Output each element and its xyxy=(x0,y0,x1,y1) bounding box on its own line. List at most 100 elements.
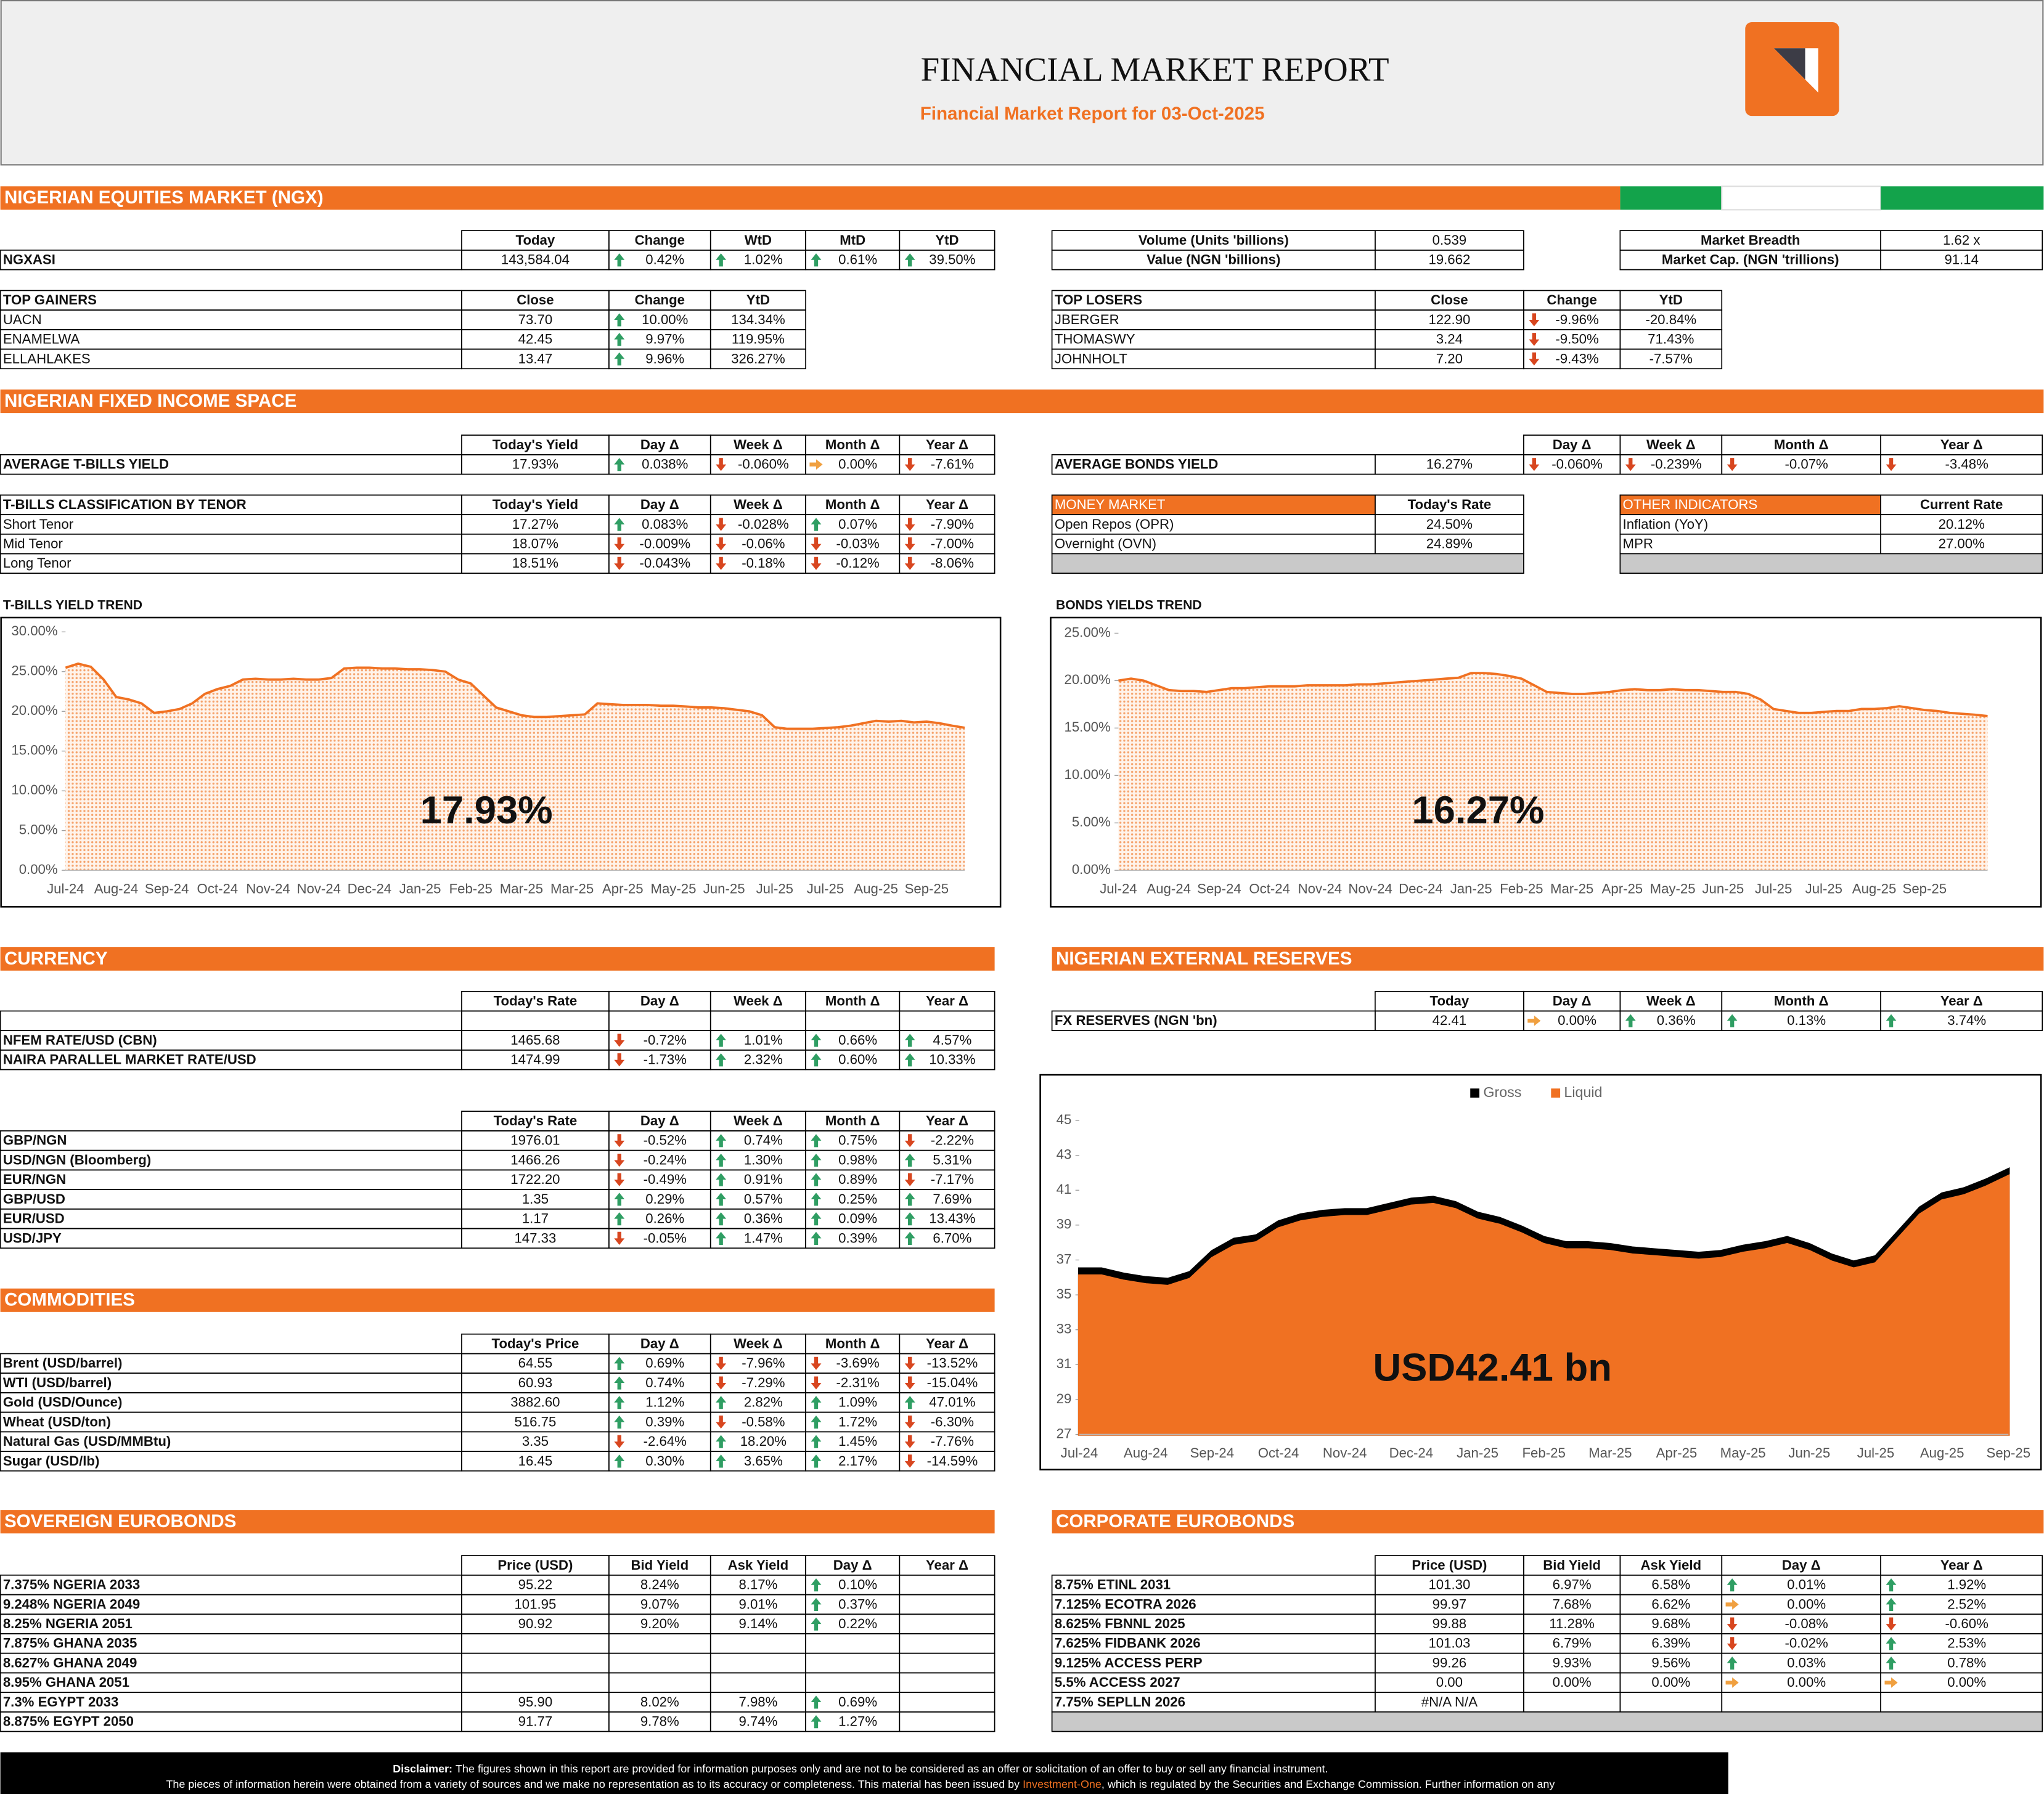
arrow-icon xyxy=(716,1034,727,1047)
table-value: 122.90 xyxy=(1428,312,1470,327)
x-tick-label: Nov-24 xyxy=(1323,1445,1367,1461)
row-label: Value (NGN 'billions) xyxy=(1147,252,1280,267)
table-value: 0.61% xyxy=(838,252,877,267)
table-cell xyxy=(1880,1010,2043,1032)
chart-frame xyxy=(0,616,1002,908)
arrow-icon xyxy=(811,1376,822,1390)
table-header: Day Δ xyxy=(1553,993,1592,1009)
row-label: Inflation (YoY) xyxy=(1623,516,1709,532)
x-tick-label: Sep-24 xyxy=(1197,881,1241,897)
table-value: 1.30% xyxy=(744,1152,783,1167)
table-value: 42.45 xyxy=(518,332,553,347)
table-value: -7.76% xyxy=(931,1433,974,1449)
table-value: 7.98% xyxy=(738,1694,777,1710)
arrow-icon xyxy=(811,1578,822,1592)
legend-label: Gross xyxy=(1483,1084,1521,1100)
table-filler xyxy=(1051,1711,2043,1732)
table-header: Today's Price xyxy=(492,1336,579,1352)
table-value: -0.07% xyxy=(1784,457,1828,472)
table-header: Year Δ xyxy=(926,497,968,512)
table-value: -15.04% xyxy=(927,1375,978,1390)
table-value: 99.88 xyxy=(1433,1616,1467,1631)
disclaimer-link[interactable]: Investment-One xyxy=(1023,1778,1102,1790)
table-cell xyxy=(709,348,806,370)
y-tick-label: 0.00% xyxy=(1072,862,1111,877)
arrow-icon xyxy=(1529,458,1540,471)
table-value: 1.62 x xyxy=(1943,232,1980,248)
table-value: 17.27% xyxy=(512,516,558,532)
row-label: 7.3% EGYPT 2033 xyxy=(3,1694,118,1710)
y-tick-label: 27 xyxy=(1057,1425,1072,1441)
y-tick-label: 29 xyxy=(1057,1391,1072,1406)
table-value: 101.95 xyxy=(514,1596,556,1612)
y-tick-label: 5.00% xyxy=(19,822,58,838)
row-label: Natural Gas (USD/MMBtu) xyxy=(3,1433,171,1449)
arrow-icon xyxy=(904,518,915,531)
arrow-icon xyxy=(614,1356,625,1370)
table-header: Month Δ xyxy=(825,993,880,1009)
table-header: Day Δ xyxy=(640,1113,679,1128)
flag-green xyxy=(1881,186,2044,210)
flag-green xyxy=(1620,186,1722,210)
table-value: 9.01% xyxy=(738,1596,777,1612)
table-value: 0.75% xyxy=(838,1133,877,1148)
y-tick-label: 33 xyxy=(1057,1321,1072,1337)
table-value: 0.10% xyxy=(838,1577,877,1592)
section-title: SOVEREIGN EUROBONDS xyxy=(4,1511,236,1531)
row-label: 8.625% FBNNL 2025 xyxy=(1055,1616,1185,1631)
table-value: -0.60% xyxy=(1945,1616,1989,1631)
table-value: 9.96% xyxy=(645,351,684,366)
table-value: 16.27% xyxy=(1426,457,1473,472)
table-header: Today's Rate xyxy=(1408,497,1492,512)
table-cell xyxy=(899,454,995,475)
row-label: USD/JPY xyxy=(3,1230,62,1246)
arrow-icon xyxy=(904,1134,915,1148)
arrow-icon xyxy=(811,1134,822,1148)
x-tick-label: Mar-25 xyxy=(1550,881,1593,897)
table-header: Year Δ xyxy=(926,437,968,452)
table-value: 99.97 xyxy=(1433,1596,1467,1612)
table-cell xyxy=(899,1228,995,1249)
table-header: Change xyxy=(1547,292,1596,308)
section-title: NIGERIAN EQUITIES MARKET (NGX) xyxy=(4,187,324,208)
table-value: 90.92 xyxy=(518,1616,553,1631)
table-value: 10.00% xyxy=(642,312,688,327)
arrow-icon xyxy=(614,458,625,471)
table-value: 0.539 xyxy=(1433,232,1467,248)
table-value: 0.57% xyxy=(744,1191,783,1207)
table-value: 6.62% xyxy=(1651,1596,1690,1612)
x-tick-label: Aug-24 xyxy=(1147,881,1191,897)
table-value: 8.24% xyxy=(640,1577,679,1592)
arrow-icon xyxy=(811,1356,822,1370)
arrow-icon xyxy=(716,253,727,267)
y-tick-label: 20.00% xyxy=(11,703,57,718)
table-value: 0.22% xyxy=(838,1616,877,1631)
table-header: Week Δ xyxy=(734,437,783,452)
arrow-icon xyxy=(1529,333,1540,346)
table-header: Today xyxy=(516,232,555,248)
y-tick-label: 0.00% xyxy=(19,862,58,877)
arrow-icon xyxy=(614,352,625,365)
table-value: 7.20 xyxy=(1436,351,1463,366)
arrow-icon xyxy=(904,253,915,267)
chart-annotation: 17.93% xyxy=(420,789,553,832)
table-value: 0.30% xyxy=(645,1453,684,1469)
x-tick-label: Nov-24 xyxy=(246,881,290,897)
line xyxy=(1118,672,1988,717)
arrow-icon xyxy=(1884,1677,1898,1688)
row-label: 7.375% NGERIA 2033 xyxy=(3,1577,140,1592)
arrow-icon xyxy=(904,537,915,551)
x-tick-label: May-25 xyxy=(1650,881,1696,897)
section-bar xyxy=(0,1288,995,1312)
table-header: Year Δ xyxy=(926,1336,968,1352)
row-label: THOMASWY xyxy=(1055,332,1135,347)
x-tick-label: Jul-25 xyxy=(1857,1445,1894,1461)
y-tick-label: 43 xyxy=(1057,1147,1072,1162)
table-cell xyxy=(1880,250,2043,271)
table-value: 0.74% xyxy=(645,1375,684,1390)
chart-frame xyxy=(1039,1074,2042,1470)
section-bar xyxy=(1052,1510,2044,1534)
arrow-icon xyxy=(614,313,625,327)
x-tick-label: Sep-25 xyxy=(905,881,949,897)
arrow-icon xyxy=(716,1376,727,1390)
